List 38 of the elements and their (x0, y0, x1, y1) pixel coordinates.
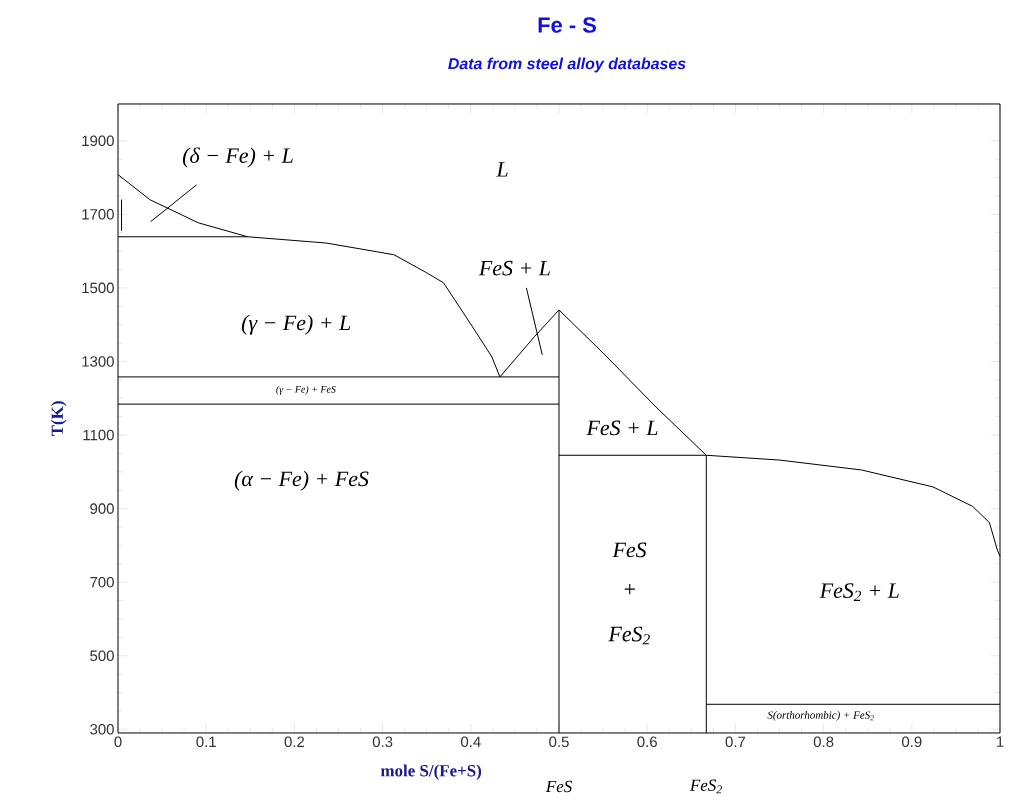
y-tick-label: 500 (90, 650, 114, 662)
y-tick-label: 1100 (83, 429, 114, 441)
y-tick-label: 300 (90, 724, 114, 735)
annotation: FeS (612, 542, 647, 558)
y-tick-label: 900 (90, 503, 114, 514)
x-tick-label: 0.8 (813, 736, 834, 748)
annotation: (α − Fe) + FeS (234, 470, 369, 491)
y-tick-label: 1300 (82, 356, 114, 367)
text: FeS (545, 780, 572, 793)
annotation: FeS$_{2}$ (608, 626, 650, 645)
x-tick-label: 0.9 (902, 736, 922, 748)
chart-subtitle: Data from steel alloy databases (448, 57, 686, 73)
x-tick-label: 0.7 (725, 736, 746, 748)
x-tick-label: 0.2 (284, 736, 305, 748)
text: FeS$_{2}$ (689, 779, 722, 794)
x-tick-label: 1 (997, 736, 1004, 747)
x-tick-label: 0.4 (461, 736, 481, 748)
x-tick-label: 0 (114, 736, 122, 748)
annotation: S(orthorhombic) + FeS$_{2}$ (767, 711, 874, 721)
x-tick-label: 0.6 (637, 736, 657, 748)
annotation: (δ − Fe) + L (182, 147, 293, 168)
annotation: + (624, 584, 635, 595)
annotation: FeS + L (478, 260, 550, 276)
chart-title: Fe - S (538, 17, 596, 33)
annotation: L (496, 162, 508, 177)
y-axis-title: T(K) (51, 401, 67, 437)
x-tick-label: 0.5 (549, 736, 569, 748)
y-tick-label: 1700 (82, 209, 114, 220)
y-tick-label: 1500 (82, 282, 114, 294)
annotation: (γ − Fe) + L (241, 314, 351, 335)
x-tick-label: 0.3 (372, 736, 393, 748)
annotation: (γ − Fe) + FeS (276, 385, 336, 395)
annotation: FeS$_{2}$ + L (819, 583, 899, 601)
annotation: FeS + L (586, 420, 658, 436)
x-tick-label: 0.1 (196, 736, 216, 748)
y-tick-label: 1900 (82, 135, 114, 147)
y-tick-label: 700 (90, 576, 114, 588)
x-axis-title: mole S/(Fe+S) (380, 764, 482, 780)
